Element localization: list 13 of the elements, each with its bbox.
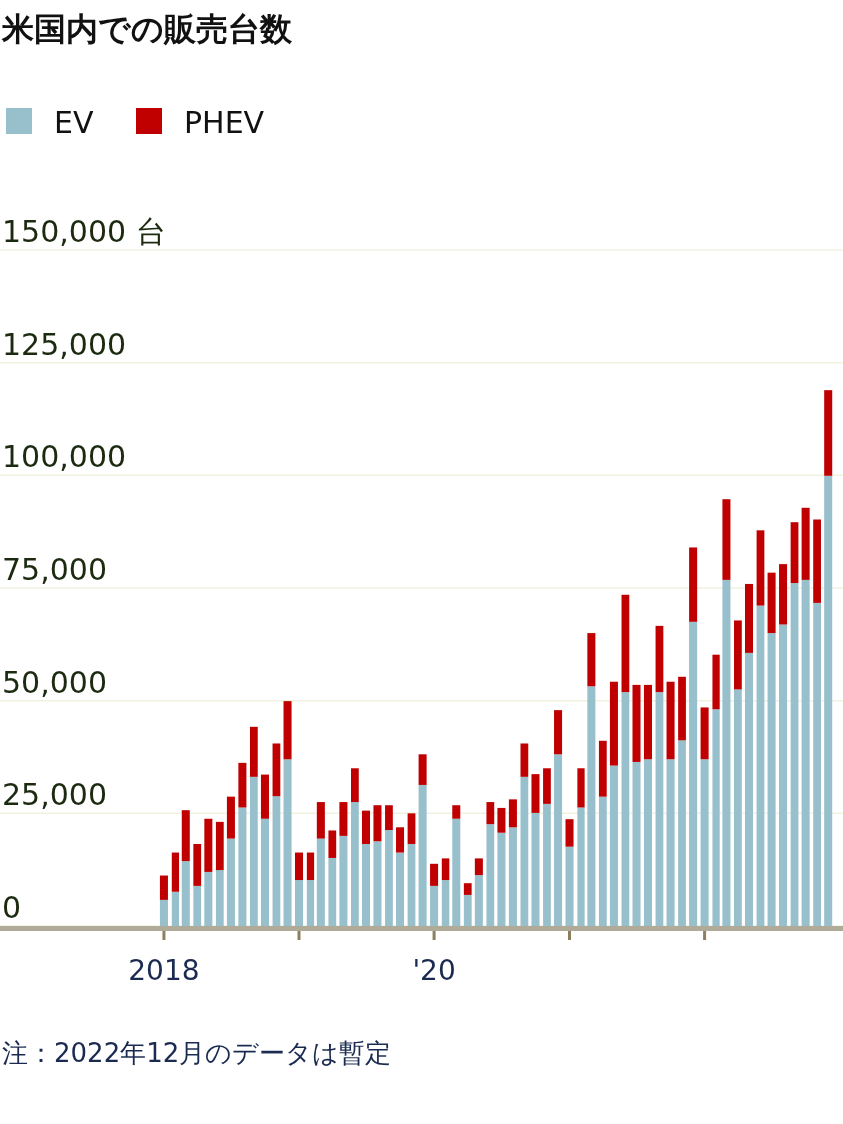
text: 注：2022年12月のデータは暫定 bbox=[2, 1038, 392, 1068]
y-tick-label: 25,000 bbox=[2, 777, 107, 813]
y-tick-label: 0 bbox=[2, 890, 22, 925]
y-tick-label: 50,000 bbox=[2, 664, 107, 700]
legend-label: EV bbox=[54, 105, 94, 140]
y-tick-label: 100,000 bbox=[2, 439, 127, 475]
chart-title: 米国内での販売台数 bbox=[1, 10, 293, 48]
x-tick-label: '20 bbox=[412, 954, 456, 987]
x-tick-label: 2018 bbox=[128, 954, 200, 987]
y-tick-label: 150,000 台 bbox=[2, 214, 166, 249]
legend-label: PHEV bbox=[184, 105, 265, 140]
y-tick-label: 75,000 bbox=[2, 552, 107, 587]
y-tick-label: 125,000 bbox=[2, 326, 127, 362]
